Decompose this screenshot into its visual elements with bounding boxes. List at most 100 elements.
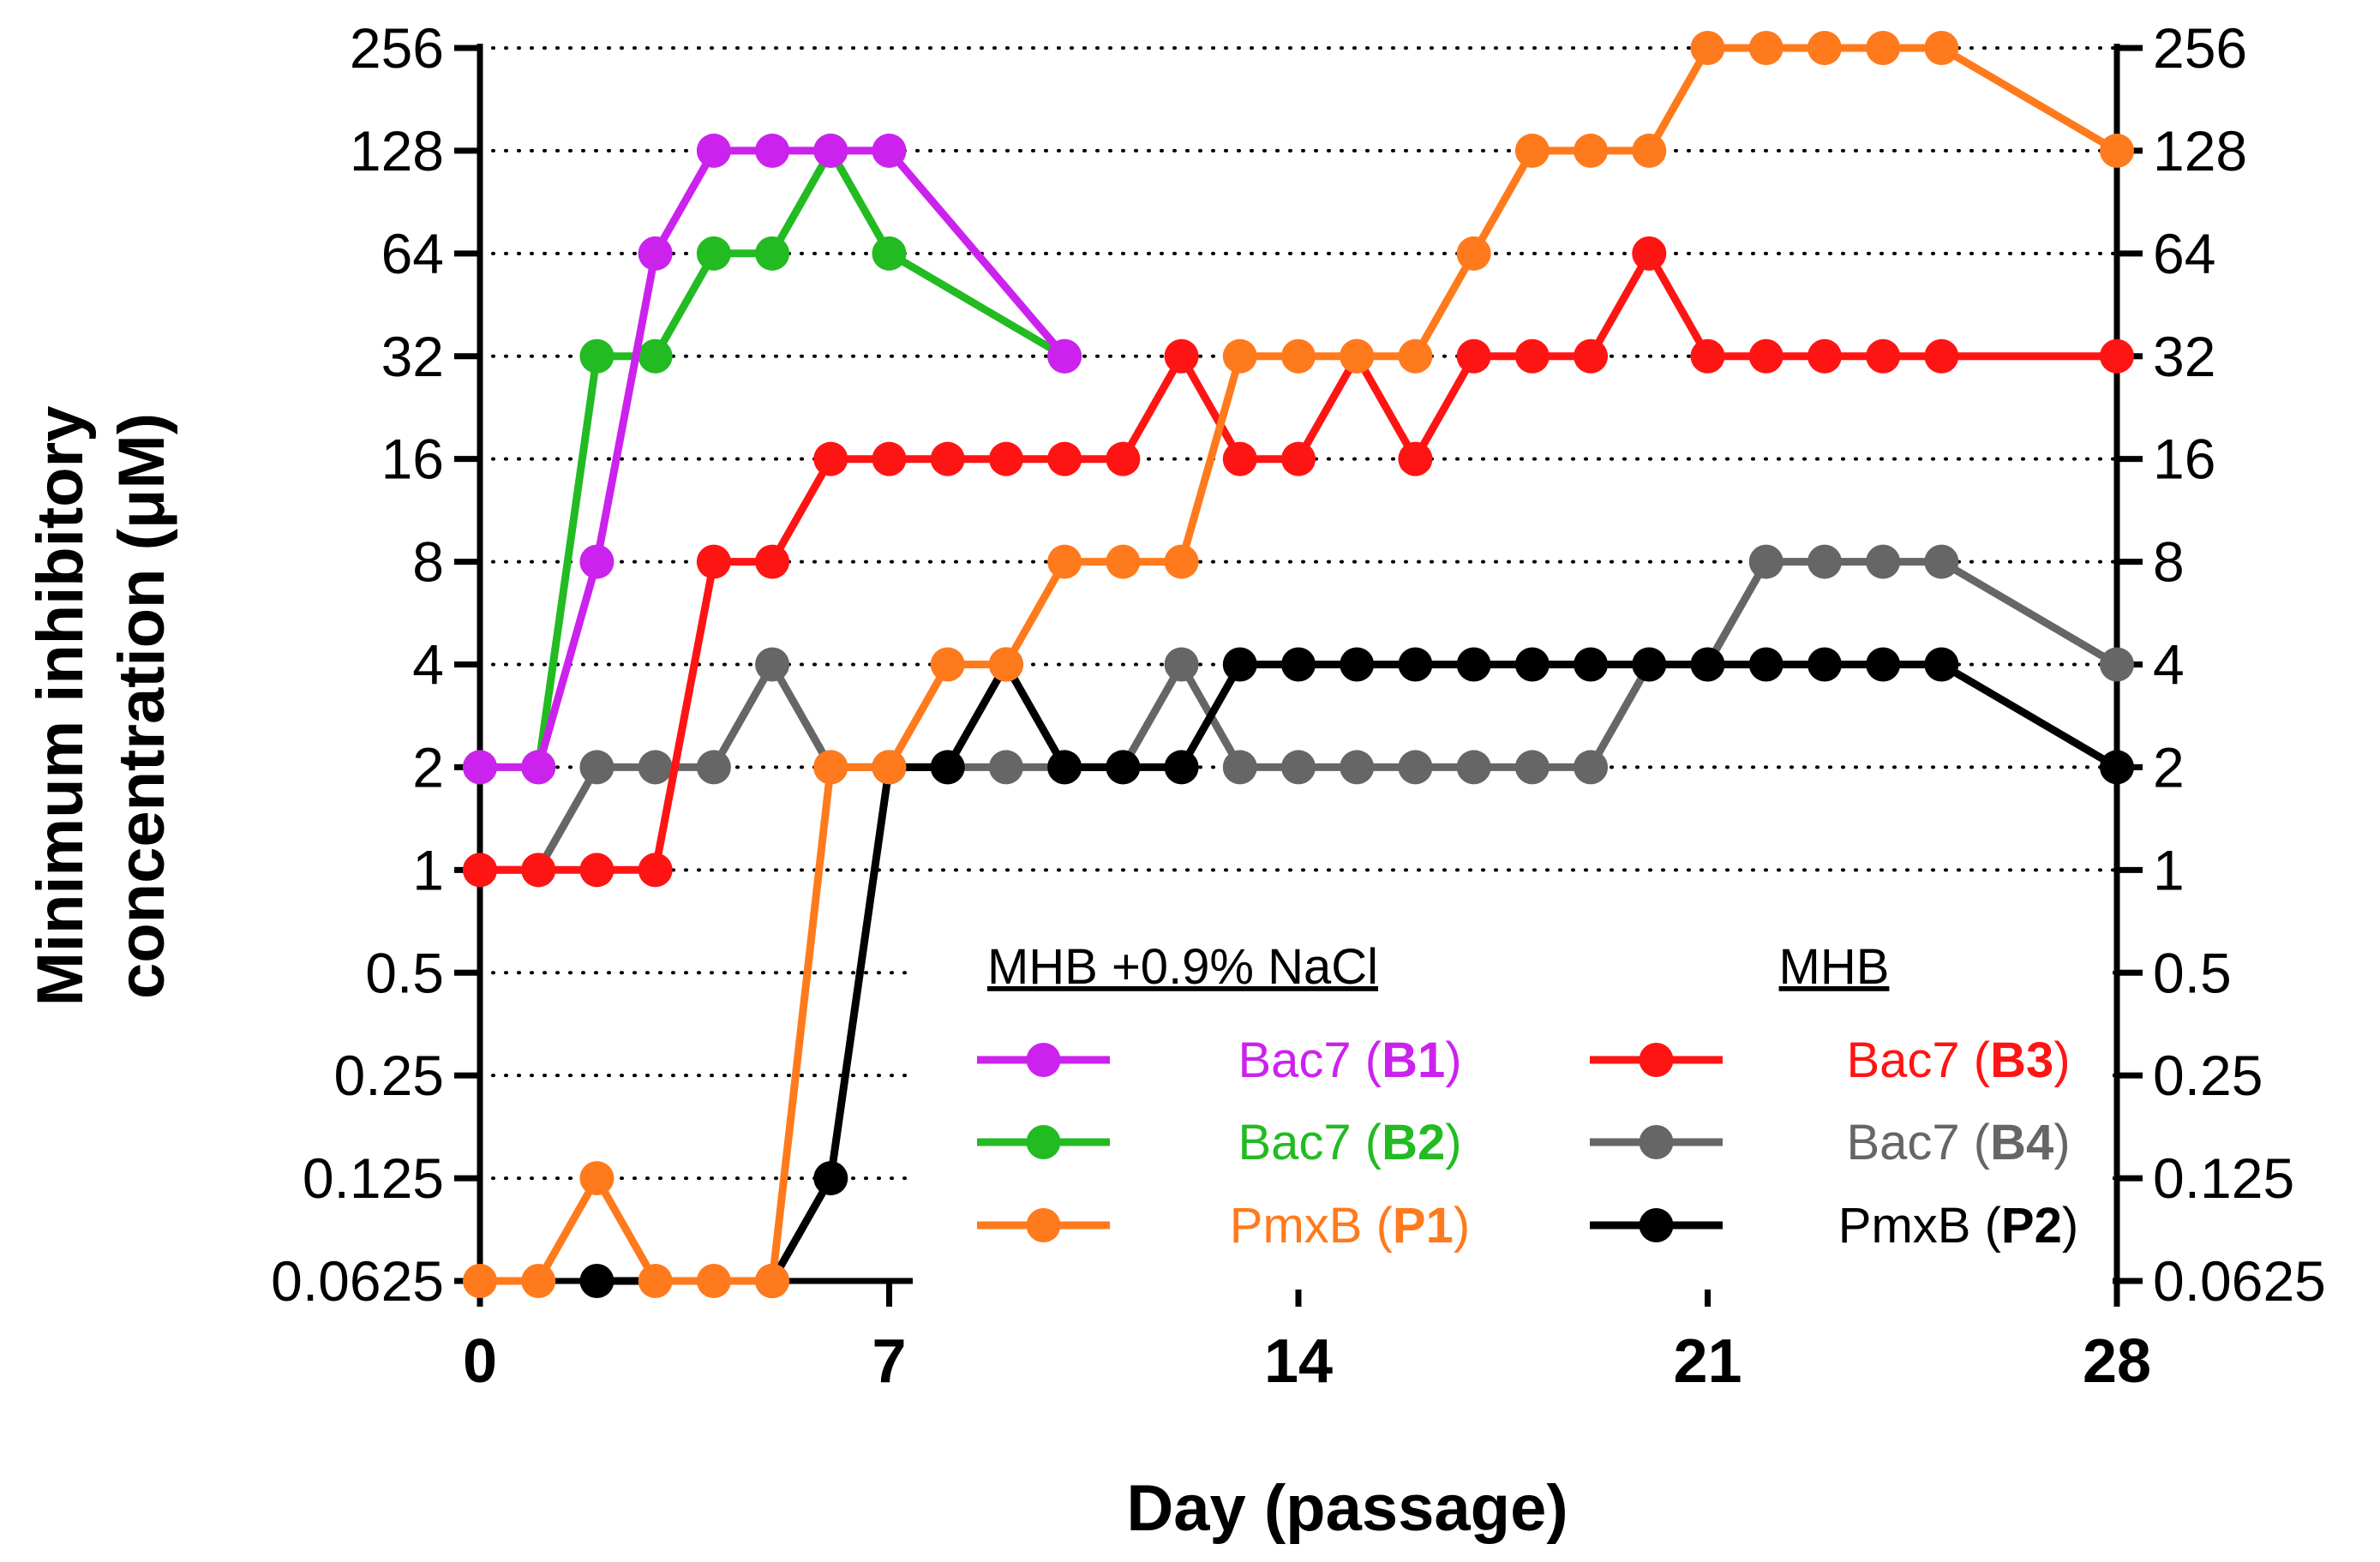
data-point-b4 xyxy=(755,647,790,682)
legend-label: Bac7 (B2) xyxy=(1238,1115,1461,1170)
data-point-p1 xyxy=(463,1264,497,1298)
y-axis-title-line1: Minimum inhibitory xyxy=(24,406,97,1007)
legend-entry-p1: PmxB (P1) xyxy=(977,1198,1470,1254)
data-point-p2 xyxy=(813,1161,848,1196)
data-point-b2 xyxy=(638,338,673,374)
y-tick-label-right: 16 xyxy=(2153,428,2215,491)
y-tick-label-right: 2 xyxy=(2153,735,2185,799)
data-point-p2 xyxy=(1456,647,1491,682)
data-point-b3 xyxy=(463,853,497,888)
y-tick-label-right: 0.125 xyxy=(2153,1146,2294,1210)
data-point-b3 xyxy=(872,441,907,476)
data-point-p2 xyxy=(1748,647,1784,682)
legend-marker xyxy=(1026,1043,1061,1077)
data-point-b1 xyxy=(696,133,731,168)
data-point-b3 xyxy=(2100,338,2134,374)
data-point-p1 xyxy=(988,647,1023,682)
data-point-b1 xyxy=(638,236,673,271)
data-point-b2 xyxy=(872,236,907,271)
data-point-p1 xyxy=(755,1264,790,1298)
data-point-p1 xyxy=(1748,31,1784,65)
data-point-b2 xyxy=(696,236,731,271)
data-point-b3 xyxy=(988,441,1023,476)
y-tick-label-left: 0.25 xyxy=(334,1044,444,1107)
y-tick-label-right: 256 xyxy=(2153,16,2247,80)
legend-label-tag: B3 xyxy=(1990,1032,2053,1088)
legend-label-tag: B1 xyxy=(1382,1032,1445,1088)
data-point-b4 xyxy=(1748,544,1784,579)
data-point-p2 xyxy=(1866,647,1901,682)
data-point-b3 xyxy=(1222,441,1257,476)
data-point-p1 xyxy=(1222,338,1257,374)
data-point-p2 xyxy=(1222,647,1257,682)
y-tick-label-left: 0.125 xyxy=(303,1146,444,1210)
legend-marker xyxy=(1026,1125,1061,1159)
legend-background xyxy=(913,921,2113,1290)
data-point-p2 xyxy=(1807,647,1842,682)
legend-label-tag: P1 xyxy=(1393,1198,1454,1254)
x-tick-label: 0 xyxy=(463,1327,497,1396)
data-point-p1 xyxy=(1047,544,1082,579)
y-axis-title-line2: concentration (μM) xyxy=(105,413,178,999)
y-tick-label-left: 0.0625 xyxy=(271,1249,444,1313)
y-tick-label-right: 32 xyxy=(2153,325,2215,388)
data-point-b4 xyxy=(1574,750,1609,785)
legend-entry-b2: Bac7 (B2) xyxy=(977,1115,1462,1170)
y-tick-label-left: 8 xyxy=(412,530,444,594)
y-tick-label-right: 0.5 xyxy=(2153,941,2232,1004)
data-point-b4 xyxy=(2100,647,2134,682)
y-tick-label-left: 32 xyxy=(381,325,444,388)
data-point-b3 xyxy=(1748,338,1784,374)
data-point-b4 xyxy=(1164,647,1199,682)
data-point-b3 xyxy=(696,544,731,579)
data-point-b4 xyxy=(1866,544,1901,579)
y-tick-label-right: 0.25 xyxy=(2153,1044,2263,1107)
y-tick-label-left: 256 xyxy=(350,16,444,80)
data-point-b3 xyxy=(521,853,556,888)
data-point-b4 xyxy=(1456,750,1491,785)
data-point-b4 xyxy=(988,750,1023,785)
data-point-p1 xyxy=(579,1161,614,1196)
data-point-p1 xyxy=(1398,338,1433,374)
legend-label: Bac7 (B3) xyxy=(1846,1032,2070,1088)
x-tick-label: 28 xyxy=(2083,1327,2151,1396)
data-point-b3 xyxy=(1164,338,1199,374)
legend-label: Bac7 (B4) xyxy=(1846,1115,2070,1170)
legend-marker xyxy=(1026,1208,1061,1242)
legend-entries: Bac7 ( B1) Bac7 (B2) PmxB (P1) Bac7 (B3) Bac7… xyxy=(977,1032,2078,1254)
data-point-p1 xyxy=(1866,31,1901,65)
data-point-b3 xyxy=(1807,338,1842,374)
legend-label-name: Bac7 ( xyxy=(1846,1115,1990,1170)
data-point-b3 xyxy=(579,853,614,888)
data-point-p1 xyxy=(638,1264,673,1298)
data-point-p1 xyxy=(1632,133,1667,168)
data-point-p1 xyxy=(872,750,907,785)
data-point-p1 xyxy=(1456,236,1491,271)
x-axis-title: Day (passage) xyxy=(1126,1472,1568,1545)
data-point-b3 xyxy=(1106,441,1141,476)
data-point-b3 xyxy=(638,853,673,888)
x-tick-label: 14 xyxy=(1264,1327,1333,1396)
data-point-b1 xyxy=(755,133,790,168)
data-point-b4 xyxy=(579,750,614,785)
legend-entry-p2: PmxB (P2) xyxy=(1590,1198,2078,1254)
data-point-p1 xyxy=(1281,338,1316,374)
legend-heading-left: MHB +0.9% NaCl xyxy=(987,939,1378,995)
data-point-p2 xyxy=(1164,750,1199,785)
y-tick-label-right: 0.0625 xyxy=(2153,1249,2326,1313)
legend-label-tag: P2 xyxy=(2001,1198,2062,1254)
data-point-b3 xyxy=(1574,338,1609,374)
data-point-b2 xyxy=(579,338,614,374)
data-point-b4 xyxy=(1807,544,1842,579)
legend: MHB +0.9% NaCl MHB Bac7 (B1)Bac7 (B2)Pmx… xyxy=(913,921,2113,1290)
data-point-p1 xyxy=(813,750,848,785)
data-point-p1 xyxy=(1574,133,1609,168)
legend-label-close: ) xyxy=(1445,1032,1461,1088)
data-point-b1 xyxy=(463,750,497,785)
x-tick-label: 21 xyxy=(1673,1327,1742,1396)
data-point-p2 xyxy=(2100,750,2134,785)
data-point-p2 xyxy=(1106,750,1141,785)
data-point-p1 xyxy=(1106,544,1141,579)
legend-marker xyxy=(1639,1208,1674,1242)
legend-marker xyxy=(1639,1043,1674,1077)
